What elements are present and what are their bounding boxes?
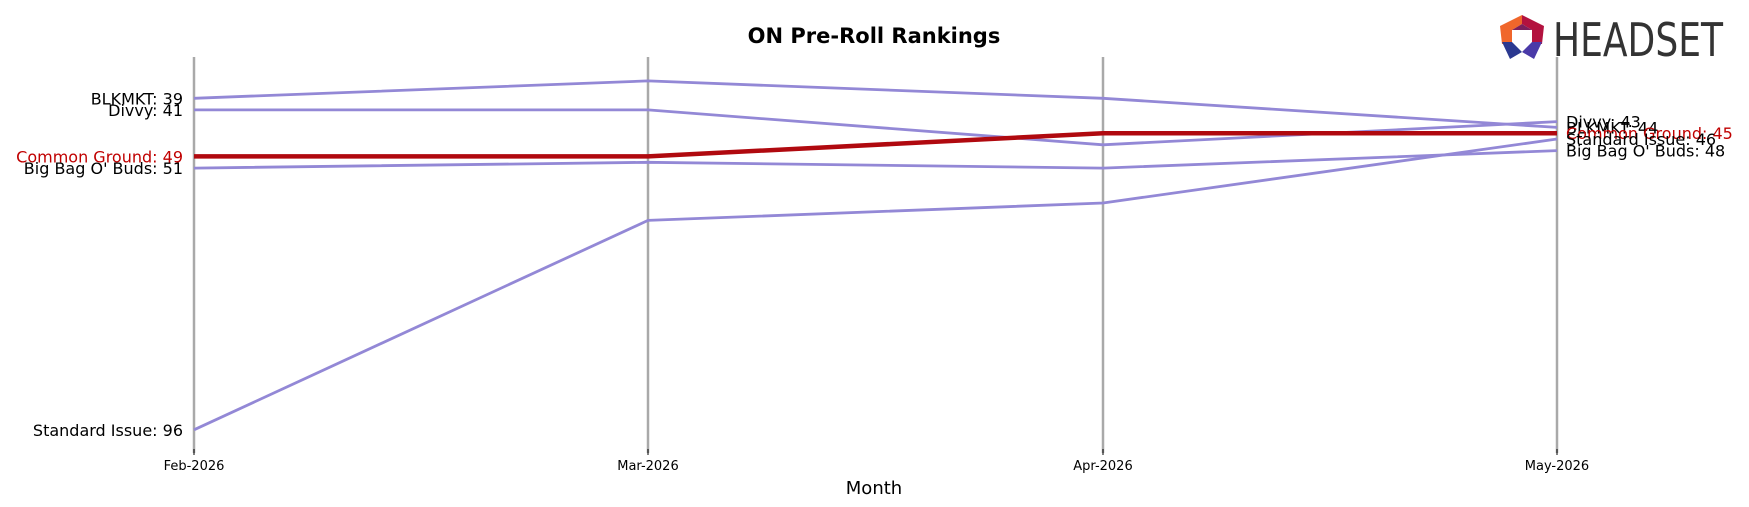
x-tick-label: May-2026 [1525,459,1589,474]
x-tick-label: Mar-2026 [617,459,678,474]
end-label-common-ground: Common Ground: 45 [1566,124,1733,143]
start-label-common-ground: Common Ground: 49 [16,147,183,166]
start-label-blkmkt: BLKMKT: 39 [91,89,183,108]
logo-mark-icon [1500,15,1544,59]
start-label-standard-issue: Standard Issue: 96 [33,421,183,440]
series-line-big-bag-o-buds [193,149,1558,170]
end-label-divvy: Divvy: 43 [1566,113,1641,132]
logo-text: HEADSET [1553,13,1724,67]
headset-logo: HEADSET [1500,13,1724,67]
x-axis-title: Month [846,478,902,499]
chart-title: ON Pre-Roll Rankings [748,24,1001,48]
end-label-blkmkt: BLKMKT: 44 [1566,118,1658,137]
x-axis-ticks: Feb-2026 Mar-2026 Apr-2026 May-2026 [164,449,1589,474]
end-label-standard-issue: Standard Issue: 46 [1566,130,1716,149]
series-line-blkmkt [193,79,1558,129]
start-label-divvy: Divvy: 41 [108,101,183,120]
series-line-standard-issue [193,137,1558,432]
start-label-big-bag-o-buds: Big Bag O' Buds: 51 [24,159,183,178]
x-tick-label: Feb-2026 [164,459,225,474]
series-line-common-ground [194,130,1557,159]
gridlines [192,57,1559,453]
series-lines [193,79,1558,432]
end-label-big-bag-o-buds: Big Bag O' Buds: 48 [1566,142,1725,161]
x-tick-label: Apr-2026 [1073,459,1132,474]
